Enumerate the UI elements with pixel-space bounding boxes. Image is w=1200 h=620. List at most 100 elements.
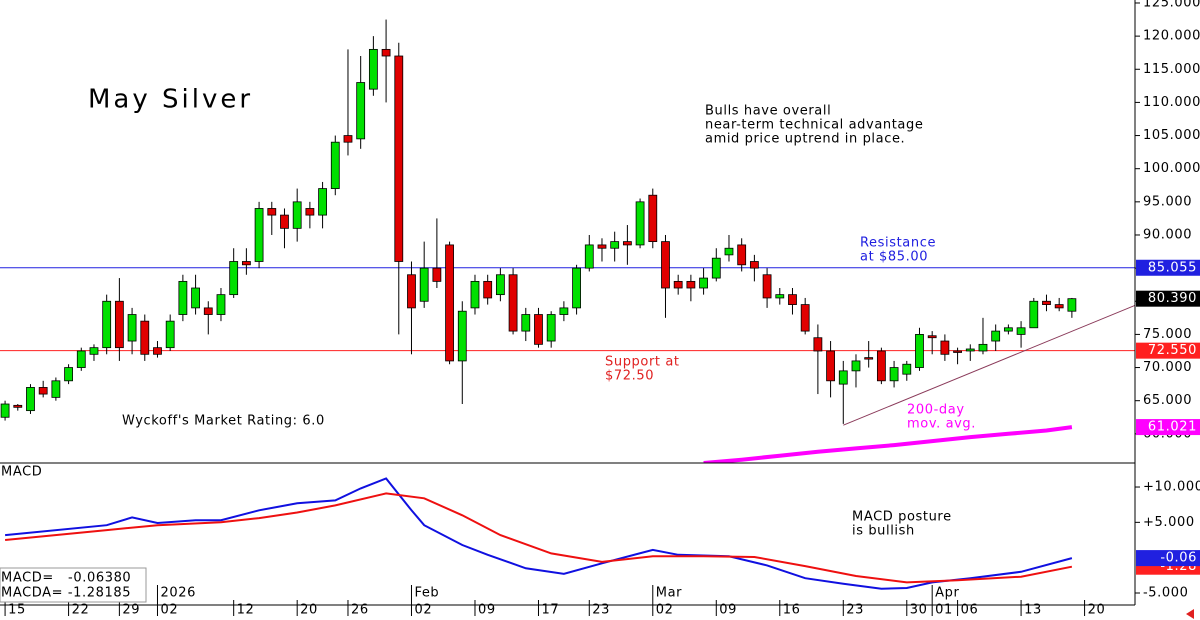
annotation: Support at <box>605 355 680 370</box>
candle-body <box>927 335 937 339</box>
candle-body <box>597 244 607 249</box>
macd-line <box>5 492 1073 584</box>
y-tick-label: 95.000 <box>1143 194 1192 209</box>
trendline <box>843 304 1135 426</box>
y-tick-label: -5.000 <box>1143 585 1189 600</box>
y-tick-label: 110.000 <box>1143 95 1200 110</box>
candle-body <box>1042 300 1051 305</box>
candle-body <box>445 244 454 362</box>
candle-body <box>483 280 493 299</box>
candle-body <box>203 307 213 315</box>
candle-body <box>800 304 810 332</box>
candle-body <box>902 363 912 375</box>
candle-body <box>165 320 175 349</box>
candle-body <box>572 267 581 309</box>
x-tick-label: 02 <box>414 603 432 618</box>
candle-body <box>915 334 924 368</box>
price-tag <box>1136 290 1200 307</box>
x-tick-label: 06 <box>961 603 979 618</box>
candle-body <box>457 310 467 362</box>
candle-body <box>876 350 886 382</box>
candle-body <box>381 48 391 57</box>
readout-box <box>0 567 147 603</box>
candle-body <box>305 208 315 216</box>
candle-body <box>64 367 73 382</box>
candle-body <box>559 307 569 315</box>
y-tick-label: 70.000 <box>1143 360 1192 375</box>
candle-body <box>102 300 112 349</box>
candle-body <box>76 350 86 368</box>
candle-body <box>661 241 670 289</box>
candle-body <box>368 48 378 90</box>
month-tick-label: Mar <box>656 586 682 601</box>
x-tick-label: 02 <box>160 603 178 618</box>
candle-body <box>991 330 1001 342</box>
y-tick-label: 100.000 <box>1143 161 1200 176</box>
candle-body <box>318 188 327 216</box>
month-tick-label: Feb <box>414 586 439 601</box>
candle-body <box>686 280 696 289</box>
candle-body <box>292 201 302 229</box>
annotation: amid price uptrend in place. <box>705 132 905 147</box>
candle-body <box>38 387 48 395</box>
x-tick-label: 22 <box>72 603 90 618</box>
x-tick-label: 16 <box>783 603 801 618</box>
candle-body <box>343 135 353 143</box>
candle-body <box>1029 300 1039 329</box>
candle-body <box>0 403 10 418</box>
candle-body <box>140 320 150 355</box>
candle-body <box>889 367 899 382</box>
candle-body <box>26 387 35 412</box>
x-tick-label: 30 <box>910 603 928 618</box>
x-tick-label: 09 <box>719 603 737 618</box>
month-tick-label: 2026 <box>160 586 195 601</box>
candle-body <box>178 280 188 315</box>
candle-body <box>737 244 747 266</box>
candle-body <box>711 257 721 279</box>
candle-body <box>191 287 200 309</box>
candle-body <box>114 300 124 349</box>
annotation: 200-day <box>907 403 965 418</box>
y-tick-label: 105.000 <box>1143 128 1200 143</box>
price-tag-label: -0.06 <box>1160 551 1197 566</box>
candle-body <box>724 247 734 256</box>
price-tag <box>1136 419 1200 436</box>
y-tick-label: 115.000 <box>1143 62 1200 77</box>
candle-body <box>241 261 251 266</box>
y-tick-label: +10.000 <box>1143 480 1200 495</box>
candle-body <box>813 337 823 352</box>
candle-body <box>851 360 861 372</box>
candle-body <box>534 314 543 345</box>
candle-body <box>280 214 289 229</box>
y-tick-label: 125.000 <box>1143 0 1200 10</box>
y-tick-label: 65.000 <box>1143 393 1192 408</box>
price-tag-label: 85.055 <box>1148 260 1197 275</box>
annotation: Wyckoff's Market Rating: 6.0 <box>122 414 325 429</box>
annotation: at $85.00 <box>860 250 928 265</box>
candle-body <box>432 267 442 282</box>
candle-body <box>267 208 277 216</box>
candle-body <box>940 340 950 355</box>
month-tick-label: Apr <box>935 586 959 601</box>
candle-body <box>610 241 620 249</box>
candle-body <box>330 141 340 189</box>
x-tick-label: 01 <box>935 603 953 618</box>
candle-body <box>394 55 404 262</box>
candle-body <box>788 294 797 305</box>
candle-body <box>1003 327 1013 332</box>
candle-body <box>1054 304 1064 309</box>
y-tick-label: 75.000 <box>1143 327 1192 342</box>
candle-body <box>635 201 645 246</box>
macd-line <box>5 477 1073 590</box>
x-tick-label: 17 <box>541 603 559 618</box>
candle-body <box>254 208 264 262</box>
price-panel <box>0 19 1135 463</box>
candle-body <box>127 314 137 342</box>
x-tick-label: 12 <box>237 603 255 618</box>
scroll-arrow[interactable] <box>1186 609 1194 619</box>
candle-body <box>407 274 416 309</box>
x-tick-label: 13 <box>1024 603 1042 618</box>
price-tag-label: 72.550 <box>1148 343 1197 358</box>
x-tick-label: 26 <box>351 603 369 618</box>
